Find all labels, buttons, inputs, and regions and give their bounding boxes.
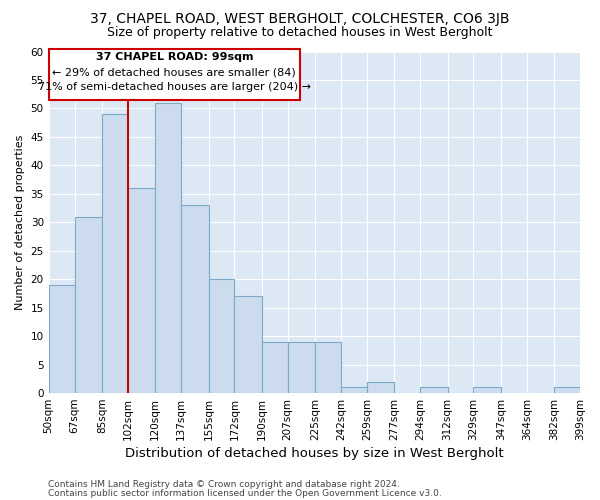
Text: Size of property relative to detached houses in West Bergholt: Size of property relative to detached ho… <box>107 26 493 39</box>
Text: Contains public sector information licensed under the Open Government Licence v3: Contains public sector information licen… <box>48 488 442 498</box>
Bar <box>102 114 128 393</box>
Bar <box>74 216 102 393</box>
Text: ← 29% of detached houses are smaller (84): ← 29% of detached houses are smaller (84… <box>52 68 296 78</box>
Bar <box>49 48 300 100</box>
Bar <box>554 388 580 393</box>
Bar <box>341 388 367 393</box>
X-axis label: Distribution of detached houses by size in West Bergholt: Distribution of detached houses by size … <box>125 447 503 460</box>
Text: 37 CHAPEL ROAD: 99sqm: 37 CHAPEL ROAD: 99sqm <box>95 52 253 62</box>
Bar <box>155 102 181 393</box>
Text: Contains HM Land Registry data © Crown copyright and database right 2024.: Contains HM Land Registry data © Crown c… <box>48 480 400 489</box>
Text: 37, CHAPEL ROAD, WEST BERGHOLT, COLCHESTER, CO6 3JB: 37, CHAPEL ROAD, WEST BERGHOLT, COLCHEST… <box>90 12 510 26</box>
Bar <box>128 188 155 393</box>
Bar <box>420 388 448 393</box>
Y-axis label: Number of detached properties: Number of detached properties <box>15 134 25 310</box>
Bar <box>209 279 235 393</box>
Text: 71% of semi-detached houses are larger (204) →: 71% of semi-detached houses are larger (… <box>38 82 311 92</box>
Bar <box>49 285 74 393</box>
Bar <box>287 342 315 393</box>
Bar <box>181 205 209 393</box>
Bar <box>367 382 394 393</box>
Bar <box>262 342 287 393</box>
Bar <box>473 388 501 393</box>
Bar <box>235 296 262 393</box>
Bar <box>315 342 341 393</box>
